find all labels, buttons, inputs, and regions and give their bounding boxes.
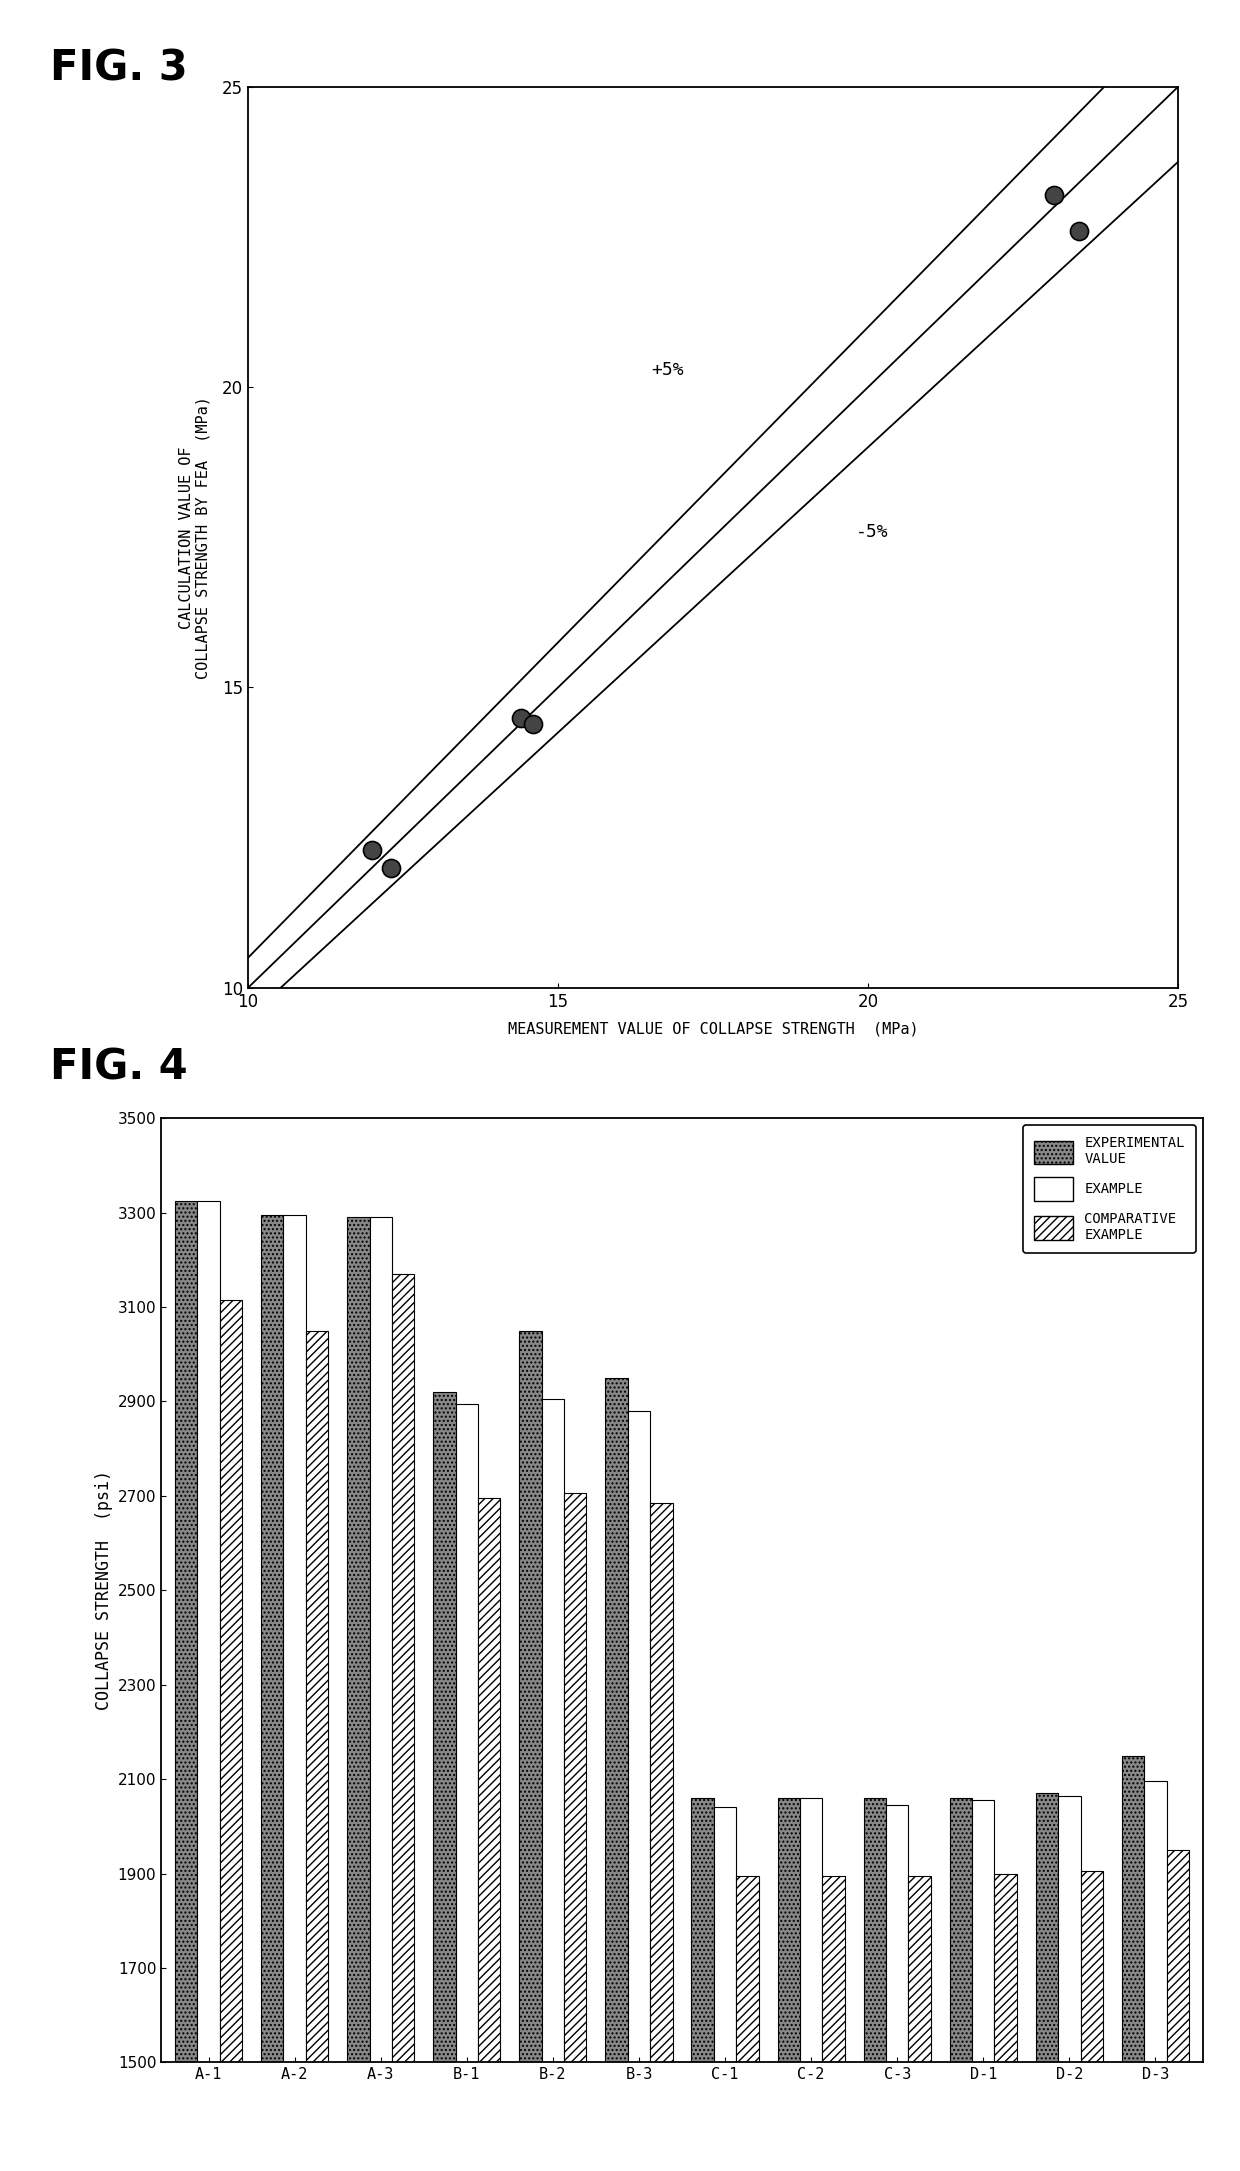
Bar bbox=[650, 1502, 672, 2062]
Bar bbox=[627, 1411, 650, 2062]
Y-axis label: CALCULATION VALUE OF
COLLAPSE STRENGTH BY FEA  (MPa): CALCULATION VALUE OF COLLAPSE STRENGTH B… bbox=[179, 395, 211, 680]
Text: FIG. 3: FIG. 3 bbox=[50, 48, 187, 89]
Bar bbox=[564, 1494, 587, 2062]
Text: -5%: -5% bbox=[856, 523, 888, 541]
X-axis label: MEASUREMENT VALUE OF COLLAPSE STRENGTH  (MPa): MEASUREMENT VALUE OF COLLAPSE STRENGTH (… bbox=[507, 1023, 919, 1038]
Bar bbox=[306, 1331, 329, 2062]
Bar bbox=[863, 1798, 887, 2062]
Bar bbox=[284, 1216, 306, 2062]
Bar bbox=[520, 1331, 542, 2062]
Bar bbox=[737, 1876, 759, 2062]
Bar bbox=[262, 1216, 284, 2062]
Bar bbox=[887, 1804, 909, 2062]
Bar bbox=[994, 1874, 1017, 2062]
Bar bbox=[1035, 1793, 1058, 2062]
Bar bbox=[455, 1405, 477, 2062]
Bar bbox=[542, 1398, 564, 2062]
Bar bbox=[477, 1498, 501, 2062]
Bar bbox=[692, 1798, 714, 2062]
Bar bbox=[1167, 1850, 1189, 2062]
Bar bbox=[392, 1274, 414, 2062]
Legend: EXPERIMENTAL
VALUE, EXAMPLE, COMPARATIVE
EXAMPLE: EXPERIMENTAL VALUE, EXAMPLE, COMPARATIVE… bbox=[1023, 1125, 1195, 1253]
Bar bbox=[972, 1800, 994, 2062]
Bar bbox=[822, 1876, 844, 2062]
Text: +5%: +5% bbox=[651, 360, 683, 380]
Bar bbox=[197, 1201, 219, 2062]
Bar bbox=[175, 1201, 197, 2062]
Bar bbox=[1058, 1795, 1080, 2062]
Bar bbox=[1145, 1782, 1167, 2062]
Bar bbox=[219, 1300, 242, 2062]
Bar bbox=[800, 1798, 822, 2062]
Text: FIG. 4: FIG. 4 bbox=[50, 1046, 187, 1088]
Bar bbox=[433, 1392, 455, 2062]
Bar bbox=[347, 1218, 370, 2062]
Bar bbox=[1122, 1756, 1145, 2062]
Bar bbox=[909, 1876, 931, 2062]
Bar bbox=[950, 1798, 972, 2062]
Bar bbox=[1080, 1871, 1102, 2062]
Bar bbox=[605, 1379, 627, 2062]
Bar bbox=[777, 1798, 800, 2062]
Y-axis label: COLLAPSE STRENGTH  (psi): COLLAPSE STRENGTH (psi) bbox=[94, 1470, 113, 1711]
Bar bbox=[370, 1218, 392, 2062]
Bar bbox=[714, 1808, 737, 2062]
